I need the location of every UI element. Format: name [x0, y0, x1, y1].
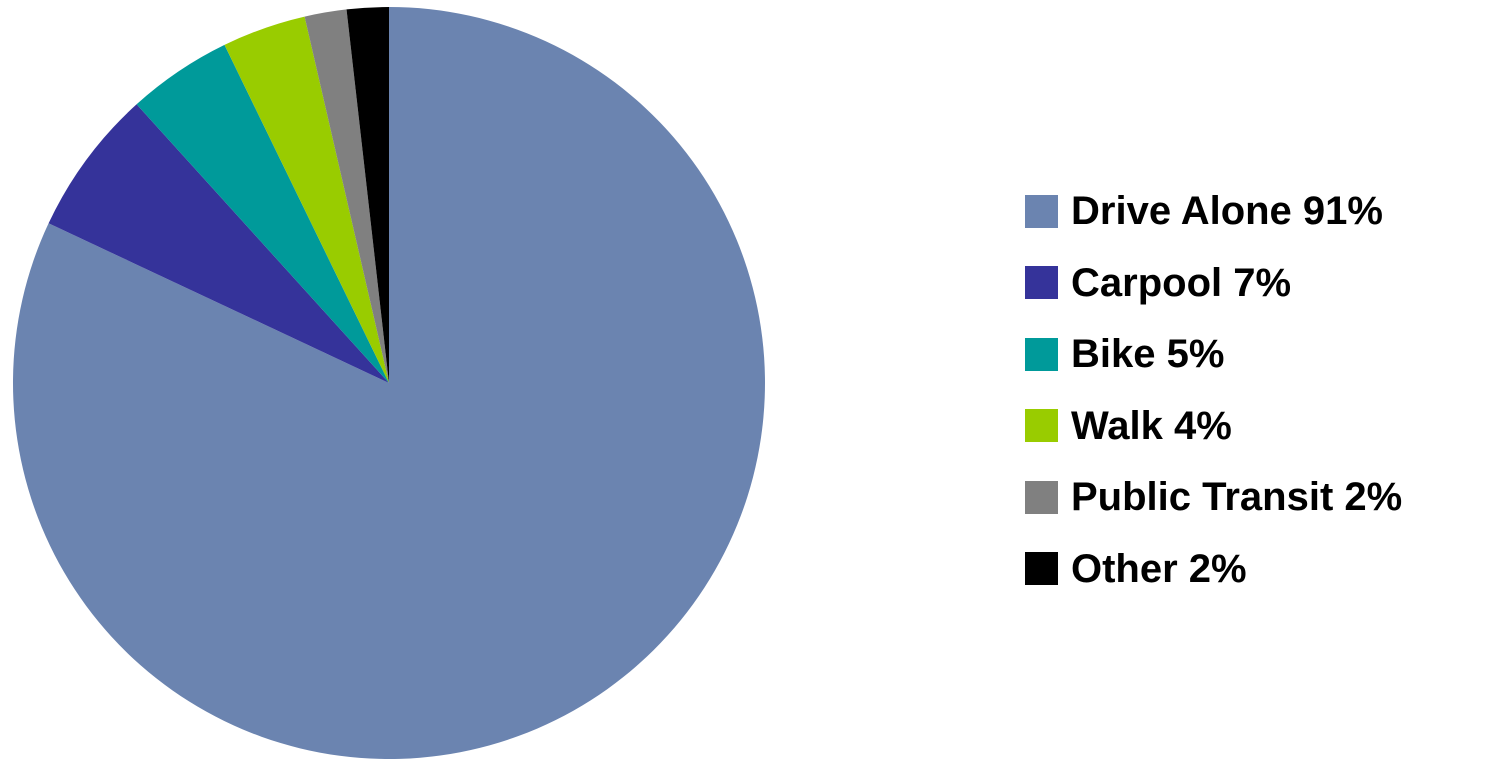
legend-label: Bike 5%	[1071, 332, 1225, 376]
pie-slices	[12, 7, 765, 759]
legend-label: Drive Alone 91%	[1071, 189, 1383, 233]
legend-swatch	[1025, 194, 1058, 228]
pie-slice-drive-alone	[12, 7, 765, 759]
legend-label: Public Transit 2%	[1071, 475, 1403, 519]
legend-item-drive-alone: Drive Alone 91%	[1025, 189, 1402, 233]
legend-label: Carpool 7%	[1071, 260, 1292, 305]
legend-label: Other 2%	[1071, 546, 1247, 591]
legend-item-bike: Bike 5%	[1025, 332, 1402, 376]
legend-item-public-transit: Public Transit 2%	[1025, 475, 1403, 519]
legend-item-carpool: Carpool 7%	[1025, 260, 1402, 305]
legend-item-walk: Walk 4%	[1025, 403, 1402, 448]
pie-slice-walk	[224, 16, 389, 383]
legend-swatch	[1025, 552, 1058, 585]
legend-swatch	[1025, 337, 1058, 371]
pie-slice-carpool	[48, 104, 389, 383]
legend-swatch	[1025, 409, 1058, 442]
legend-item-other: Other 2%	[1025, 546, 1402, 591]
chart-legend: Drive Alone 91% Carpool 7% Bike 5% Walk 4% P…	[1025, 189, 1403, 622]
legend-swatch	[1025, 266, 1058, 299]
legend-swatch	[1025, 480, 1058, 514]
pie-slice-other	[346, 7, 389, 383]
pie-slice-bike	[136, 44, 389, 384]
legend-label: Walk 4%	[1071, 403, 1232, 448]
pie-slice-public-transit	[304, 9, 389, 383]
